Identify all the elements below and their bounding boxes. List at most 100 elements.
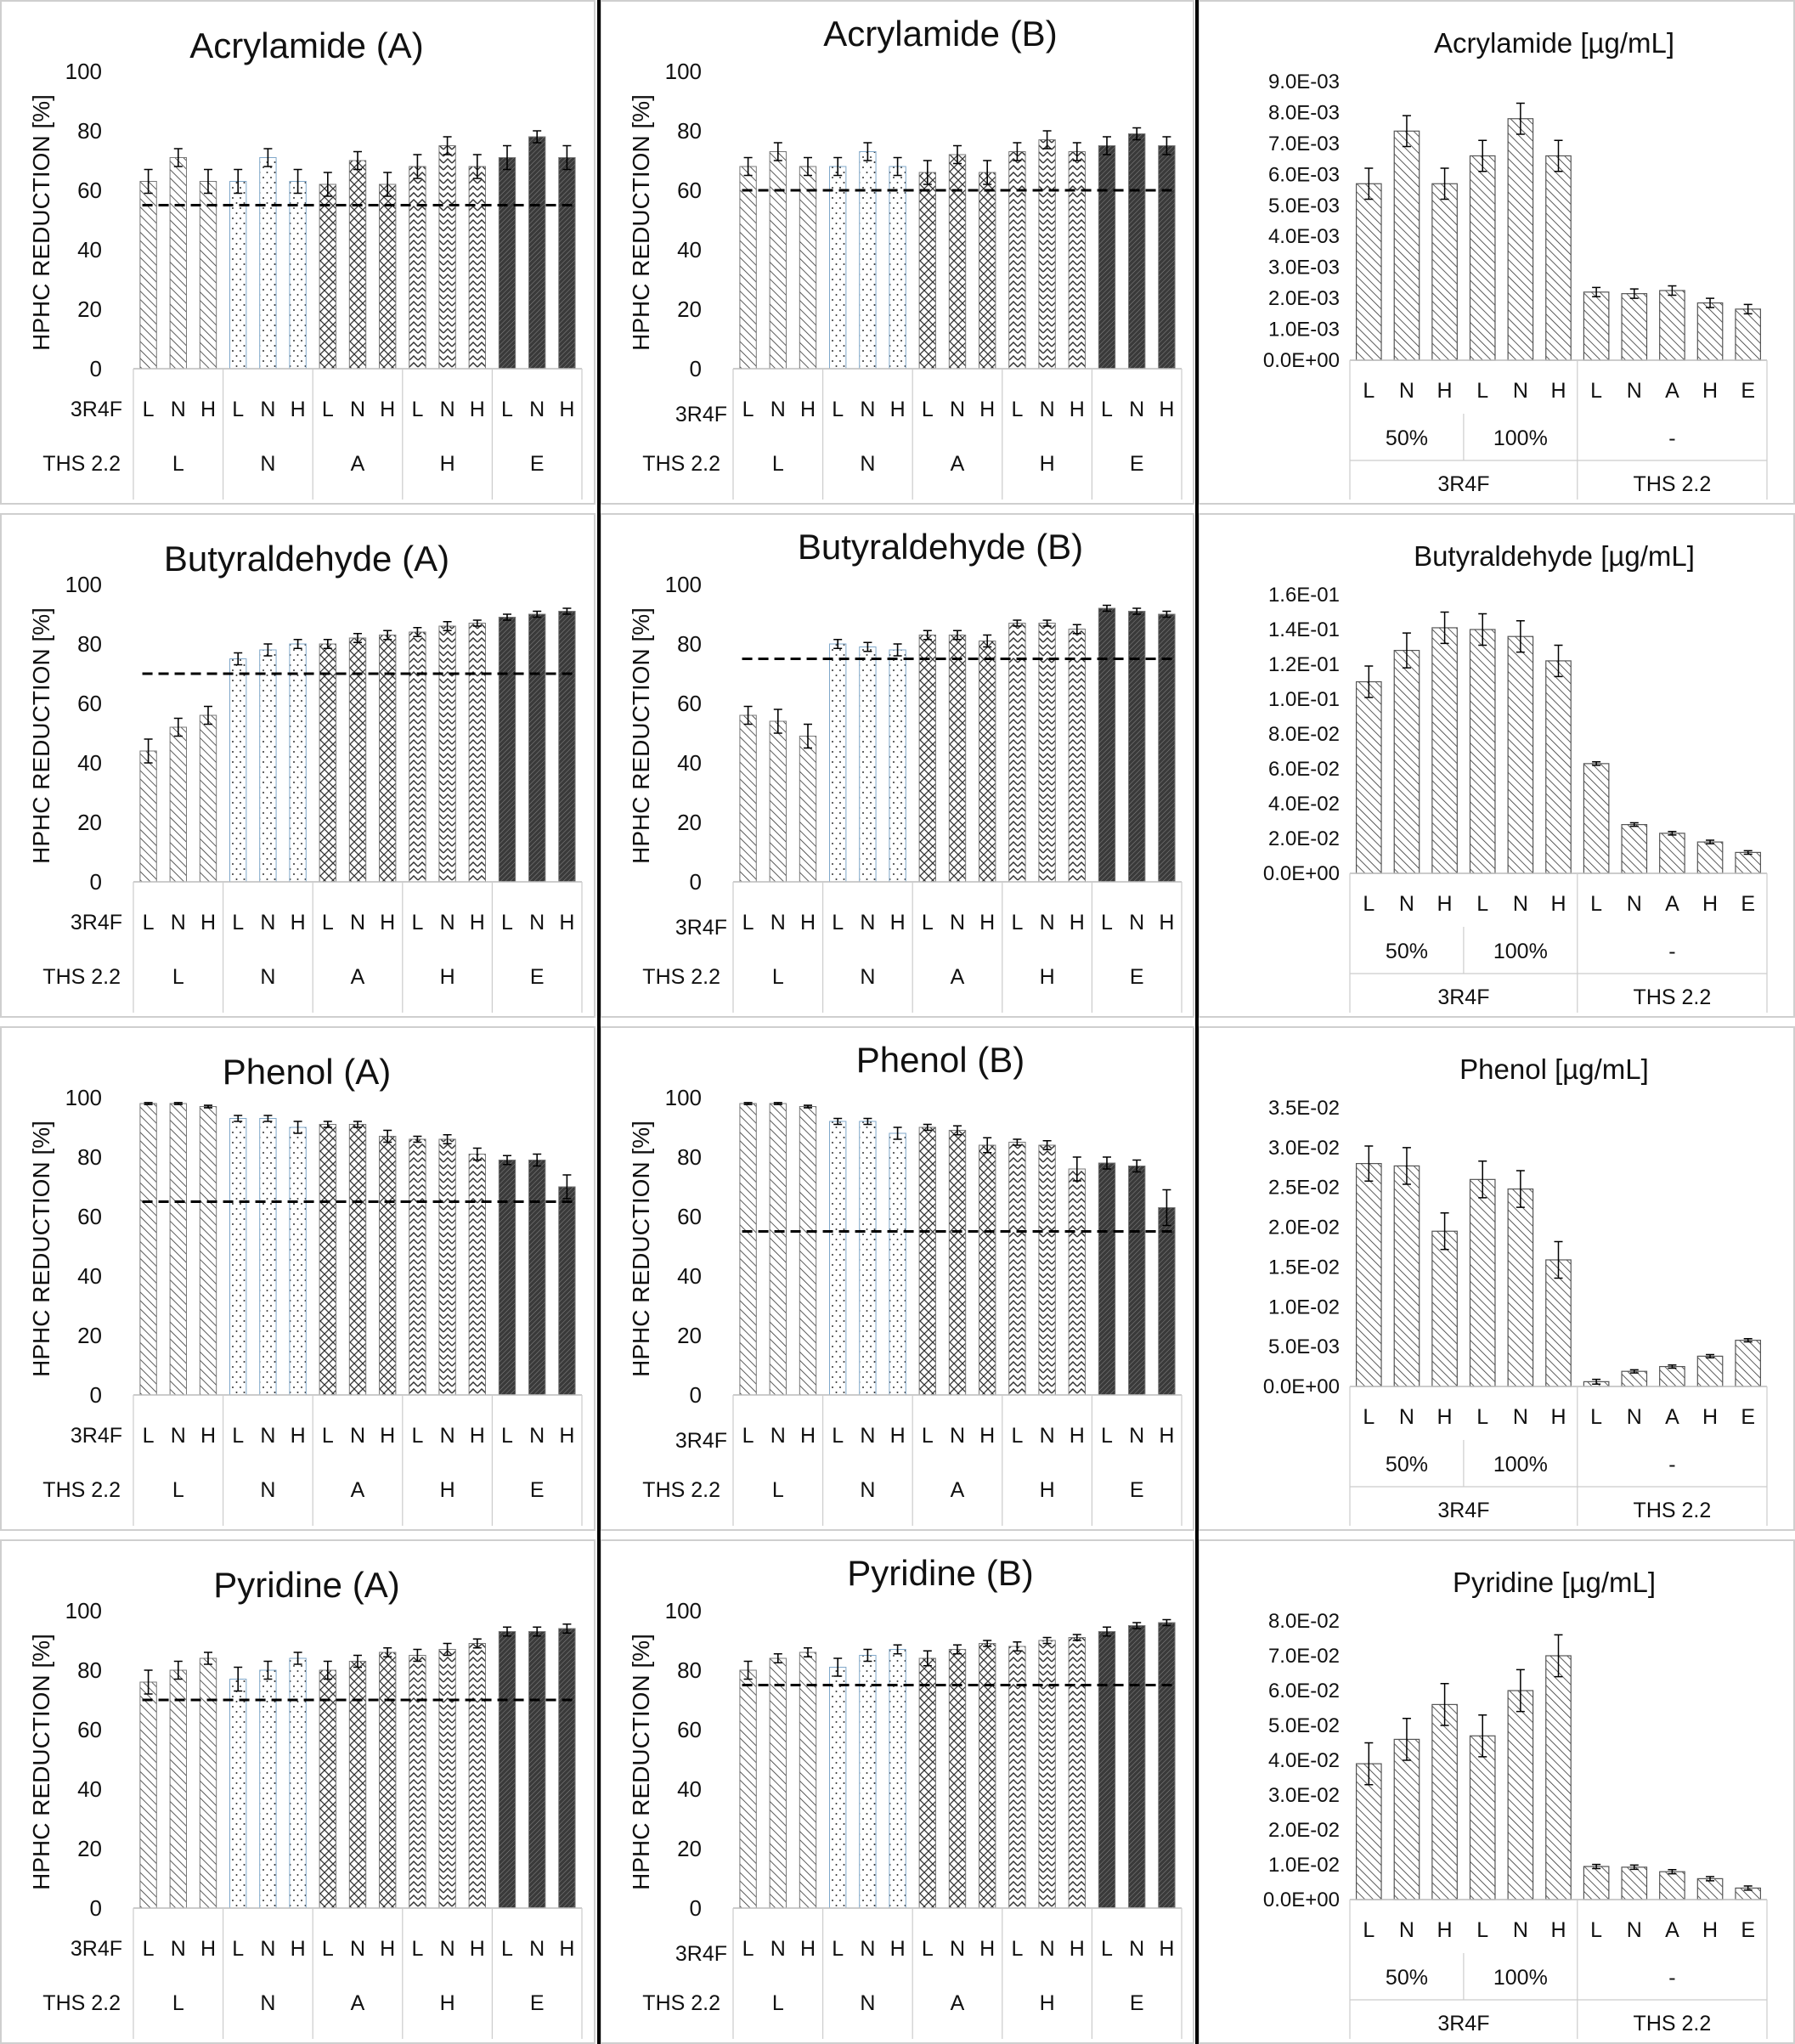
y-tick-label: 80 [677,631,702,657]
error-bar [1402,1147,1411,1185]
y-tick-label: 20 [77,1323,102,1348]
bar [199,181,217,370]
x-tick-label: L [922,1937,934,1961]
bar [1068,151,1086,370]
x-tick-label: H [1550,1405,1566,1429]
error-bar [1516,1669,1525,1713]
x-tick-label: N [260,1937,275,1961]
bar [409,166,426,370]
chart-title: Phenol (A) [223,1052,391,1092]
error-bar [323,1660,332,1680]
bar [948,154,967,370]
bar [1038,139,1056,370]
x-tick-label: N [1040,398,1055,421]
error-bar [234,652,243,666]
y-tick-label: 60 [77,1204,102,1229]
error-bar [1440,611,1449,645]
x-tick-label: L [411,1937,423,1961]
group-label: L [172,1991,184,2015]
error-bar [443,620,452,632]
bar [979,1643,996,1909]
chart-panel: Pyridine [µg/mL] 0.0E+00 1.0E-02 2.0E-02 3.0… [1198,1539,1795,2044]
bar [1583,763,1610,874]
error-bar [1668,1364,1677,1369]
group-label: THS 2.2 [1634,985,1712,1009]
bar [1158,145,1176,370]
x-tick-label: H [380,398,395,421]
y-tick-label: 100 [665,1085,702,1110]
y-axis-label: HPHC REDUCTION [%] [628,607,654,864]
y-tick-label: 60 [677,1717,702,1742]
bar [319,1124,336,1396]
y-tick-label: 60 [77,178,102,203]
row-label-3r4f: 3R4F [675,403,727,426]
bar [1355,1763,1382,1900]
chart-panel: Phenol [µg/mL] 0.0E+00 5.0E-03 1.0E-02 1.5E-… [1198,1026,1795,1531]
error-bar [234,168,243,195]
group-label: N [860,1478,875,1502]
error-bar [953,1125,962,1136]
bar [1469,1735,1496,1900]
bar [859,1121,877,1396]
error-bar [1162,1189,1171,1227]
x-tick-label: H [1437,1405,1453,1429]
y-tick-label: 0 [90,356,102,381]
error-bar [503,1155,511,1166]
error-bar [204,168,212,195]
error-bar [1592,1378,1601,1385]
y-tick-label: 20 [677,1836,702,1861]
x-tick-label: H [1159,1424,1174,1448]
error-bar [562,1623,572,1635]
bar [1038,1144,1056,1396]
x-tick-label: A [1665,1918,1679,1942]
chart-title: Acrylamide [µg/mL] [1434,27,1674,59]
bar [1008,151,1026,370]
column-separator [597,0,601,2044]
x-tick-label: L [143,1424,155,1448]
error-bar [1592,1863,1601,1870]
x-tick-label: N [440,1424,455,1448]
error-bar [953,630,962,641]
error-bar [1103,604,1111,613]
y-tick-label: 0 [90,1895,102,1921]
y-tick-label: 2.0E-03 [1268,287,1340,310]
bar [979,172,996,370]
y-tick-label: 8.0E-02 [1268,1610,1340,1633]
bar [348,160,367,370]
error-bar [533,1626,542,1637]
y-tick-label: 2.0E-02 [1268,827,1340,850]
x-tick-label: N [260,1424,275,1448]
x-tick-label: H [470,1937,485,1961]
error-bar [413,626,422,638]
row-label-ths: THS 2.2 [42,452,121,476]
x-tick-label: H [200,1937,216,1961]
group-label: L [172,452,184,476]
x-tick-label: L [922,911,934,934]
bar [1355,680,1382,874]
x-tick-label: L [1476,379,1488,403]
bar [199,1106,217,1396]
y-tick-label: 0 [90,1382,102,1408]
x-tick-label: H [979,1424,995,1448]
row-label-3r4f: 3R4F [675,1942,727,1966]
bar [1659,833,1685,874]
bar [769,720,787,883]
bar [468,1643,486,1909]
error-bar [173,1660,183,1680]
x-tick-label: H [1159,1937,1174,1961]
bar [289,1657,307,1909]
bar [139,750,157,883]
row-label-ths: THS 2.2 [42,965,121,989]
chart-title: Acrylamide (A) [189,25,423,65]
error-bar [833,156,843,177]
bar [139,1681,157,1909]
error-bar [173,717,183,737]
subgroup-label: 50% [1386,940,1428,963]
bar [468,623,486,883]
chart-svg: Butyraldehyde [µg/mL] 0.0E+00 2.0E-02 4.0E-… [1263,540,1768,1013]
bar [1158,1207,1176,1396]
bar [1393,1165,1420,1387]
error-bar [1554,1634,1563,1678]
y-tick-label: 40 [77,1776,102,1802]
error-bar [144,168,153,195]
